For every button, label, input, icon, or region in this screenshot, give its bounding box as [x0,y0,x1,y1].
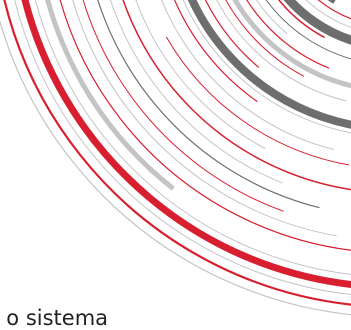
arc-stroke-red [82,0,284,212]
arc-stroke-light-gray [182,0,351,134]
caption-text: r o sistema [0,306,109,330]
arc-stroke-light-gray [232,0,351,89]
arc-stroke-light-gray [109,0,283,184]
arc-stroke-red [21,0,351,288]
arc-group [0,0,351,316]
arc-stroke-red [317,0,351,20]
arc-stroke-light-gray [135,0,266,150]
arc-stroke-dark-gray [187,0,351,129]
arc-stroke-light-gray [0,19,351,316]
arc-stroke-red [225,0,305,77]
arc-stroke-red [246,0,330,69]
arc-stroke-red [122,0,351,191]
arc-stroke-dark-gray [265,0,351,60]
arc-stroke-light-gray [255,0,288,35]
arc-stroke-red [174,0,258,103]
arc-stroke-dark-gray [97,0,320,209]
arc-stroke-light-gray [72,0,337,237]
arc-stroke-light-gray [161,0,335,150]
arc-stroke-red [3,0,351,306]
arc-stroke-red [277,0,325,39]
arc-stroke-dark-gray [283,0,351,45]
arc-stroke-red [165,36,350,166]
arc-stroke-light-gray [305,0,351,28]
arc-stroke-red [204,0,260,68]
arc-stroke-red [59,0,351,251]
arc-stroke-light-gray [34,0,351,275]
arc-stroke-light-gray [14,0,351,295]
arc-stroke-light-gray [216,0,347,102]
arc-stroke-light-gray [45,0,175,191]
